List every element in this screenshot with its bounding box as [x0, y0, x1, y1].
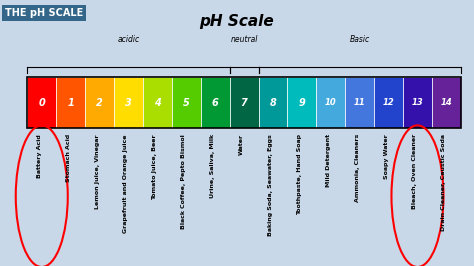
Text: Tomato Juice, Beer: Tomato Juice, Beer [152, 134, 157, 200]
Text: 13: 13 [411, 98, 423, 107]
Text: Water: Water [239, 134, 244, 155]
Text: Stomach Acid: Stomach Acid [66, 134, 71, 182]
Text: 14: 14 [440, 98, 452, 107]
Text: Basic: Basic [349, 35, 370, 44]
Text: neutral: neutral [230, 35, 258, 44]
Text: 11: 11 [354, 98, 365, 107]
Text: Lemon Juice, Vinegar: Lemon Juice, Vinegar [94, 134, 100, 209]
Text: pH Scale: pH Scale [200, 14, 274, 29]
Text: THE pH SCALE: THE pH SCALE [5, 8, 83, 18]
Text: acidic: acidic [118, 35, 139, 44]
Text: Urine, Saliva, Milk: Urine, Saliva, Milk [210, 134, 215, 198]
Text: Soapy Water: Soapy Water [383, 134, 389, 179]
Bar [85, 77, 114, 128]
Text: Grapefruit and Orange Juice: Grapefruit and Orange Juice [123, 134, 128, 233]
Text: Bleach, Oven Cleaner: Bleach, Oven Cleaner [412, 134, 418, 209]
Bar [27, 77, 56, 128]
Text: Baking Soda, Seawater, Eggs: Baking Soda, Seawater, Eggs [268, 134, 273, 236]
Text: 12: 12 [383, 98, 394, 107]
Text: 0: 0 [38, 98, 45, 107]
Text: 7: 7 [241, 98, 247, 107]
Text: 1: 1 [67, 98, 74, 107]
Bar [172, 77, 201, 128]
Bar [316, 77, 345, 128]
Text: Ammonia, Cleaners: Ammonia, Cleaners [355, 134, 360, 202]
Text: 2: 2 [96, 98, 103, 107]
Text: Battery Acid: Battery Acid [37, 134, 42, 178]
Bar [403, 77, 432, 128]
Text: Drain Cleaner, Caustic Soda: Drain Cleaner, Caustic Soda [441, 134, 447, 231]
Text: Mild Detergent: Mild Detergent [326, 134, 331, 187]
Bar [27, 77, 461, 128]
Bar [143, 77, 172, 128]
Text: 6: 6 [212, 98, 219, 107]
Bar [345, 77, 374, 128]
Bar [114, 77, 143, 128]
Text: 9: 9 [299, 98, 305, 107]
Bar [56, 77, 85, 128]
Text: 3: 3 [125, 98, 132, 107]
Text: Black Coffee, Pepto Bismol: Black Coffee, Pepto Bismol [181, 134, 186, 229]
Bar [432, 77, 461, 128]
Text: Toothpaste, Hand Soap: Toothpaste, Hand Soap [297, 134, 302, 215]
Bar [258, 77, 287, 128]
Text: 10: 10 [325, 98, 337, 107]
Bar [229, 77, 258, 128]
Text: 4: 4 [154, 98, 161, 107]
Bar [201, 77, 229, 128]
Bar [374, 77, 403, 128]
Text: 5: 5 [183, 98, 190, 107]
Bar [287, 77, 316, 128]
Text: 8: 8 [270, 98, 276, 107]
